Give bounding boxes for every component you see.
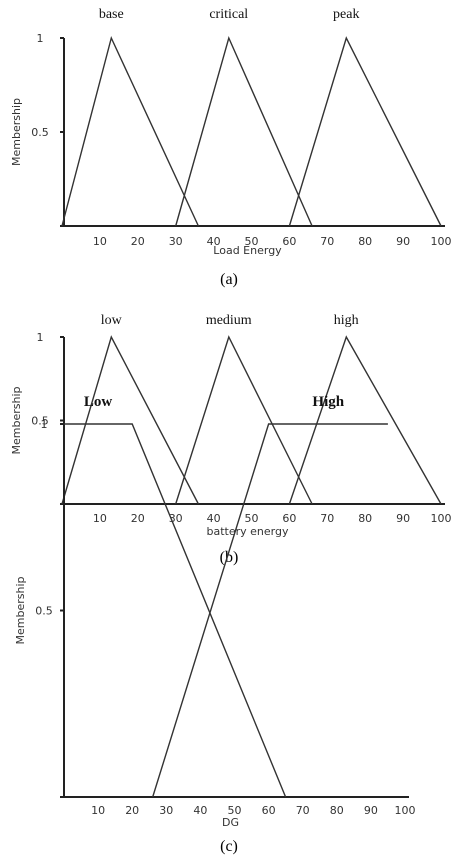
x-tick-label: 30 — [159, 804, 173, 817]
x-tick-label: 80 — [358, 235, 372, 248]
x-tick-label: 20 — [131, 235, 145, 248]
y-tick-label: 1 — [37, 331, 44, 344]
x-tick-label: 30 — [169, 235, 183, 248]
series-label-critical: critical — [209, 7, 248, 22]
series-label-base: base — [99, 7, 124, 22]
figure-caption: (b) — [220, 549, 239, 566]
x-tick-label: 50 — [228, 804, 242, 817]
membership-line-high — [152, 423, 388, 798]
membership-line-critical — [175, 35, 313, 227]
y-axis-label: Membership — [14, 576, 27, 644]
x-tick-label: 80 — [330, 804, 344, 817]
series-label-low: low — [101, 313, 123, 328]
x-tick-label: 20 — [125, 804, 139, 817]
x-tick-label: 10 — [93, 512, 107, 525]
x-tick-label: 40 — [207, 512, 221, 525]
y-tick-label: 0.5 — [31, 415, 49, 428]
y-axis-label: Membership — [10, 386, 23, 454]
membership-line-peak — [288, 36, 442, 227]
x-axis-label: battery energy — [207, 525, 289, 538]
series-label-high: high — [334, 313, 359, 328]
x-axis-label: Load Energy — [213, 244, 282, 257]
x-tick-label: 90 — [364, 804, 378, 817]
x-tick-label: 40 — [207, 235, 221, 248]
x-tick-label: 90 — [396, 512, 410, 525]
series-label-high: High — [312, 394, 344, 410]
x-tick-label: 100 — [431, 235, 452, 248]
y-axis-label: Membership — [10, 98, 23, 166]
x-tick-label: 70 — [320, 512, 334, 525]
y-tick-label: 1 — [37, 32, 44, 45]
x-tick-label: 100 — [395, 804, 416, 817]
x-tick-label: 10 — [91, 804, 105, 817]
series-label-peak: peak — [333, 7, 359, 22]
membership-line-low — [61, 335, 200, 505]
series-label-low: Low — [84, 394, 113, 410]
y-tick-label: 0.5 — [31, 126, 49, 139]
x-axis-label: DG — [222, 816, 239, 829]
x-tick-label: 50 — [245, 235, 259, 248]
figure-caption: (a) — [220, 271, 238, 288]
x-tick-label: 60 — [262, 804, 276, 817]
series-label-medium: medium — [206, 313, 252, 328]
x-tick-label: 60 — [282, 235, 296, 248]
x-tick-label: 60 — [282, 512, 296, 525]
figure-caption: (c) — [220, 838, 238, 855]
x-tick-label: 70 — [296, 804, 310, 817]
x-tick-label: 90 — [396, 235, 410, 248]
x-tick-label: 80 — [358, 512, 372, 525]
membership-line-medium — [175, 335, 313, 505]
x-tick-label: 10 — [93, 235, 107, 248]
x-tick-label: 100 — [431, 512, 452, 525]
x-tick-label: 70 — [320, 235, 334, 248]
y-tick-label: 0.5 — [35, 605, 53, 618]
x-tick-label: 20 — [131, 512, 145, 525]
y-tick-label: 1 — [41, 418, 48, 431]
membership-line-base — [61, 35, 200, 227]
x-tick-label: 50 — [245, 512, 259, 525]
x-tick-label: 40 — [193, 804, 207, 817]
membership-line-low — [64, 423, 287, 798]
membership-line-high — [288, 335, 442, 505]
